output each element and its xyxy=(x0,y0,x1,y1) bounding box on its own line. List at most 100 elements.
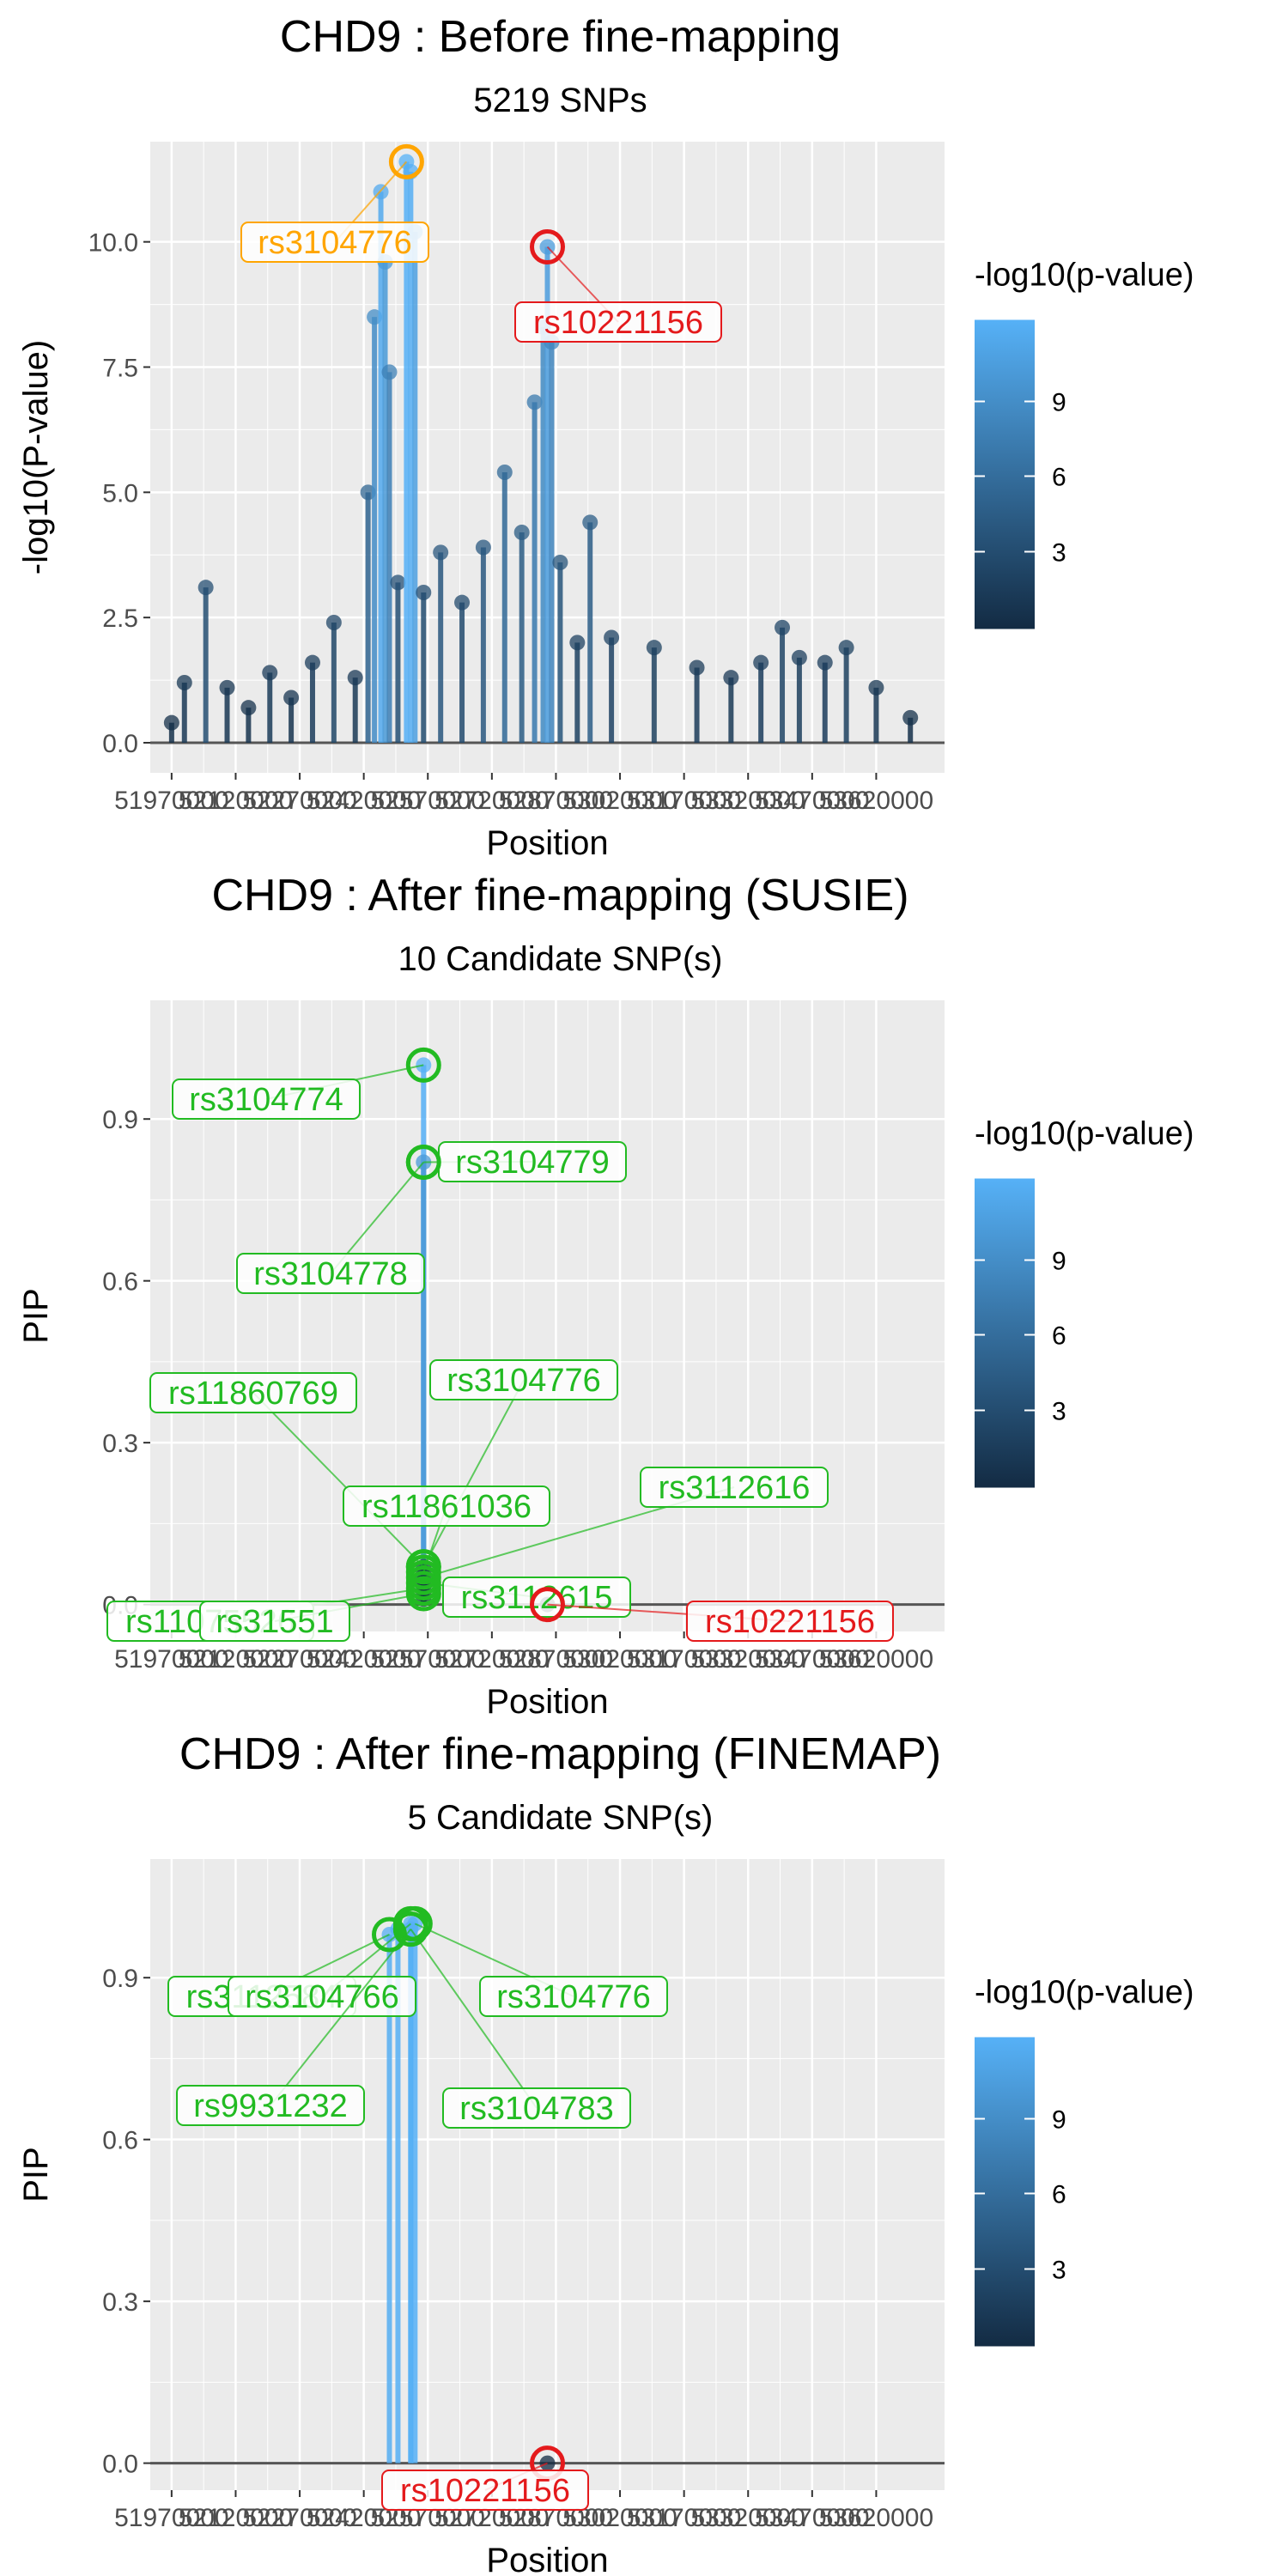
x-tick-label: 52270000 xyxy=(242,2504,356,2532)
x-tick-label: 53020000 xyxy=(562,1645,677,1674)
y-tick-label: 0.3 xyxy=(102,2288,138,2317)
y-tick-label: 0.9 xyxy=(102,1106,138,1134)
x-tick-label: 53170000 xyxy=(627,1645,741,1674)
x-tick-label: 51970000 xyxy=(114,787,228,815)
annotation-label: rs3104779 xyxy=(455,1145,610,1181)
y-tick-label: 0.6 xyxy=(102,1268,138,1297)
annotation-box xyxy=(199,1601,350,1642)
x-tick-label: 53620000 xyxy=(819,787,933,815)
annotation-label: rs3112616 xyxy=(659,1470,811,1506)
x-tick-label: 53320000 xyxy=(690,2504,805,2532)
data-point xyxy=(197,580,214,596)
annotation-label: rs3104776 xyxy=(447,1363,601,1399)
y-tick-label: 0.9 xyxy=(102,1965,138,1993)
data-point xyxy=(817,654,833,671)
legend-title: -log10(p-value) xyxy=(975,1975,1194,2011)
data-point xyxy=(902,709,919,726)
chart-title: CHD9 : Before fine-mapping xyxy=(280,12,841,62)
legend-label: 6 xyxy=(1052,464,1066,492)
data-point xyxy=(868,679,884,696)
annotation-box xyxy=(429,1359,618,1400)
annotation-box xyxy=(172,1078,361,1120)
x-tick-label: 52720000 xyxy=(434,1645,549,1674)
x-tick-label: 52420000 xyxy=(307,1645,421,1674)
legend-title: -log10(p-value) xyxy=(975,258,1194,294)
x-axis-label: Position xyxy=(486,824,608,859)
y-tick-label: 0.0 xyxy=(102,730,138,758)
x-tick-label: 53470000 xyxy=(755,1645,869,1674)
highlight-ring xyxy=(530,1587,565,1623)
legend-label: 9 xyxy=(1052,2106,1066,2135)
chart-subtitle: 10 Candidate SNP(s) xyxy=(398,940,723,978)
chart-subtitle: 5219 SNPs xyxy=(473,82,647,119)
data-point xyxy=(582,514,598,531)
data-point xyxy=(791,649,807,665)
highlight-ring xyxy=(388,143,424,179)
highlight-ring xyxy=(392,1911,428,1947)
data-point xyxy=(552,555,568,570)
x-tick-label: 52120000 xyxy=(179,787,293,815)
y-axis-label: -log10(P-value) xyxy=(17,340,55,574)
x-tick-label: 53470000 xyxy=(755,2504,869,2532)
data-point xyxy=(604,629,620,646)
annotation-label: rs10221156 xyxy=(533,305,703,341)
data-point xyxy=(381,364,398,380)
data-point xyxy=(347,670,363,686)
legend-label: 9 xyxy=(1052,389,1066,417)
x-tick-label: 53620000 xyxy=(819,2504,933,2532)
data-point xyxy=(390,574,406,591)
annotation-label: rs3112615 xyxy=(461,1580,613,1616)
y-axis-label: PIP xyxy=(17,2147,55,2202)
x-tick-label: 51970000 xyxy=(114,1645,228,1674)
chart-susie: CHD9 : After fine-mapping (SUSIE) 10 Cand… xyxy=(0,859,1288,1717)
y-tick-label: 10.0 xyxy=(88,229,138,258)
data-point xyxy=(454,594,471,611)
y-tick-label: 2.5 xyxy=(102,605,138,633)
legend-label: 9 xyxy=(1052,1248,1066,1276)
x-tick-label: 53020000 xyxy=(562,787,677,815)
plot-background xyxy=(150,1859,945,2490)
annotation-label: rs10221156 xyxy=(400,2473,570,2509)
x-tick-label: 52720000 xyxy=(434,787,549,815)
data-point xyxy=(240,700,257,716)
x-tick-label: 52570000 xyxy=(371,1645,485,1674)
y-axis-label: PIP xyxy=(17,1288,55,1343)
highlight-ring xyxy=(530,229,565,264)
legend-colorbar xyxy=(975,1178,1035,1488)
x-tick-label: 53320000 xyxy=(690,787,805,815)
data-point xyxy=(475,539,491,556)
x-tick-label: 52120000 xyxy=(179,1645,293,1674)
data-point xyxy=(513,525,530,540)
y-tick-label: 0.3 xyxy=(102,1430,138,1458)
data-point xyxy=(723,670,739,686)
annotation-label: rs11860769 xyxy=(168,1376,338,1412)
annotation-connector xyxy=(422,1379,525,1568)
annotation-label: rs11861036 xyxy=(361,1489,532,1525)
annotation-box xyxy=(479,1976,668,2017)
x-tick-label: 53320000 xyxy=(690,1645,805,1674)
legend-label: 3 xyxy=(1052,1398,1066,1426)
legend-colorbar xyxy=(975,319,1035,629)
annotation-label: rs9931232 xyxy=(193,2088,348,2124)
y-tick-label: 0.0 xyxy=(102,2451,138,2479)
data-point xyxy=(569,635,586,651)
data-point xyxy=(775,619,791,635)
legend-label: 6 xyxy=(1052,1322,1066,1351)
highlight-ring xyxy=(405,1144,441,1180)
data-point xyxy=(838,640,854,656)
data-point xyxy=(219,679,235,696)
chart-finemap: CHD9 : After fine-mapping (FINEMAP) 5 Can… xyxy=(0,1717,1288,2576)
x-tick-label: 53470000 xyxy=(755,787,869,815)
chart-svg-1: CHD9 : After fine-mapping (SUSIE) 10 Cand… xyxy=(17,871,1194,1717)
x-tick-label: 52420000 xyxy=(307,787,421,815)
data-point xyxy=(304,654,320,671)
annotation-label: rs3104776 xyxy=(258,225,412,261)
annotation-connector xyxy=(252,1392,424,1568)
y-tick-label: 5.0 xyxy=(102,479,138,507)
highlight-ring xyxy=(405,1576,441,1612)
chart-svg-0: CHD9 : Before fine-mapping 5219 SNPs 0.0 2.… xyxy=(17,12,1194,859)
annotation-box xyxy=(442,2087,631,2129)
data-point xyxy=(433,544,449,561)
x-tick-label: 52270000 xyxy=(242,787,356,815)
chart-title: CHD9 : After fine-mapping (SUSIE) xyxy=(211,871,908,920)
